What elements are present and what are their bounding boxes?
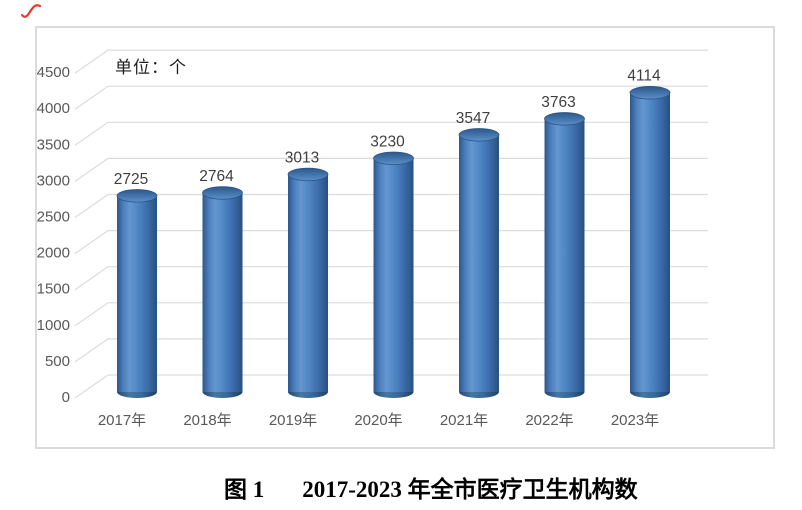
x-axis-category-label: 2023年 (611, 412, 659, 429)
y-axis-tick-label: 3500 (37, 136, 70, 153)
labels-layer: 0 500 1000 1500 2000 2500 3000 3500 4000 4500 2725… (37, 64, 661, 429)
gridline (74, 85, 708, 110)
bar-cylinder-2020年 (373, 151, 414, 398)
bar-value-label: 3547 (456, 110, 490, 127)
chart-frame: 单位：个 0 500 1000 1 (35, 26, 775, 449)
bar-chart: 0 500 1000 1500 2000 2500 3000 3500 4000 4500 2725… (37, 49, 708, 429)
y-axis-tick-label: 2500 (37, 209, 70, 226)
gridline (74, 49, 708, 74)
gridline (74, 121, 708, 146)
bar-cylinder-2019年 (287, 167, 329, 398)
y-axis-tick-label: 0 (62, 389, 70, 406)
gridline (74, 374, 708, 399)
bar-cylinder-2021年 (458, 128, 500, 398)
red-pen-check-mark-icon (20, 4, 42, 18)
bar-cylinder-2023年 (629, 86, 671, 398)
figure-caption: 图 1 2017-2023 年全市医疗卫生机构数 (224, 470, 638, 504)
figure-number: 图 1 (224, 477, 265, 502)
y-axis-tick-label: 500 (45, 353, 70, 370)
y-axis-tick-label: 2000 (37, 245, 70, 262)
bar-value-label: 3013 (285, 149, 319, 166)
bar-cylinder-2017年 (116, 189, 158, 398)
x-axis-category-label: 2022年 (525, 412, 573, 429)
y-axis-tick-label: 1000 (37, 317, 70, 334)
y-axis-tick-label: 1500 (37, 281, 70, 298)
x-axis-category-label: 2021年 (440, 412, 488, 429)
y-axis-tick-label: 4500 (37, 64, 70, 81)
y-axis-tick-label: 3000 (37, 172, 70, 189)
bar-value-label: 2725 (114, 171, 148, 188)
bar-value-label: 3763 (541, 94, 575, 111)
x-axis-category-label: 2018年 (183, 412, 231, 429)
bar-value-label: 3230 (370, 133, 405, 150)
gridlines-layer (74, 49, 708, 399)
x-axis-category-label: 2019年 (269, 412, 317, 429)
x-axis-category-label: 2017年 (98, 412, 146, 429)
gridline (74, 157, 708, 182)
gridline (74, 193, 708, 218)
bar-cylinder-2022年 (544, 112, 585, 398)
unit-label: 单位：个 (115, 58, 187, 77)
bars-layer (116, 86, 671, 398)
red-pen-stroke (20, 4, 42, 18)
bar-cylinder-2018年 (202, 186, 243, 398)
gridline (74, 302, 708, 327)
gridline (74, 338, 708, 363)
gridline (74, 266, 708, 291)
bar-value-label: 2764 (199, 168, 234, 185)
x-axis-category-label: 2020年 (354, 412, 402, 429)
bar-value-label: 4114 (627, 68, 661, 85)
y-axis-tick-label: 4000 (37, 100, 70, 117)
figure-title: 2017-2023 年全市医疗卫生机构数 (302, 477, 638, 502)
gridline (74, 230, 708, 255)
